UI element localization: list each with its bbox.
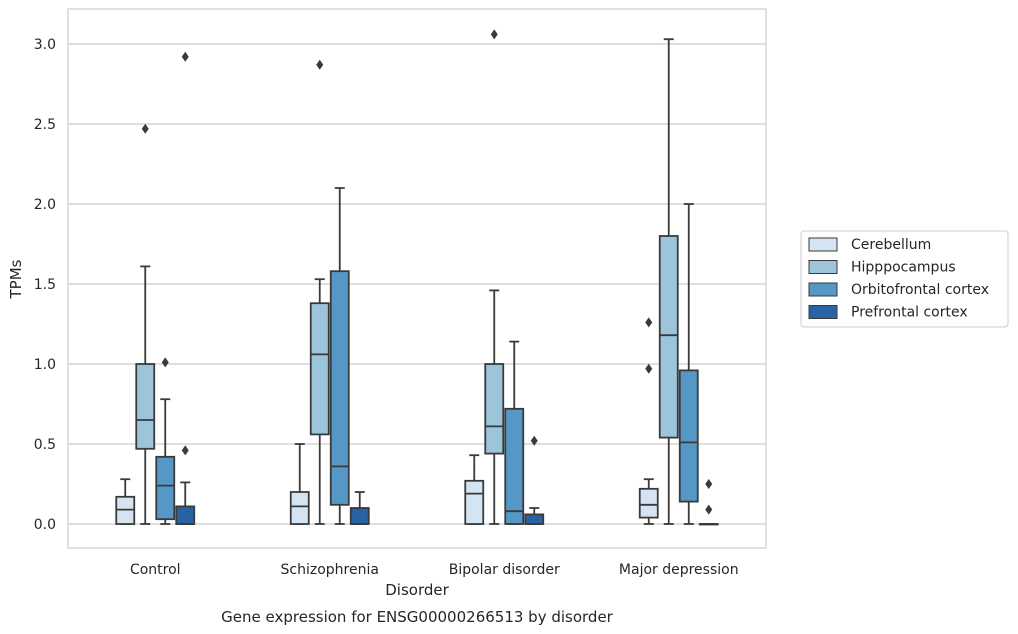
y-tick-label: 1.0 <box>34 357 56 373</box>
box-cerebellum <box>464 454 485 525</box>
box-hipppocampus <box>484 29 505 525</box>
box-orbitofrontal-cortex <box>155 357 176 525</box>
box-cerebellum <box>638 317 659 525</box>
flier-point <box>181 51 189 62</box>
box-body <box>349 507 370 525</box>
plot-frame <box>67 8 767 549</box>
box-cerebellum <box>289 443 310 525</box>
y-axis-label: TPMs <box>7 259 25 299</box>
box-orbitofrontal-cortex <box>329 187 350 525</box>
flier-point <box>530 435 538 446</box>
legend-label: Prefrontal cortex <box>851 305 968 321</box>
box-prefrontal-cortex <box>349 491 370 525</box>
box-prefrontal-cortex <box>175 51 196 525</box>
y-tick-label: 3.0 <box>34 37 56 53</box>
x-tick-label: Schizophrenia <box>281 562 379 578</box>
flier-point <box>705 504 713 515</box>
box-body <box>504 407 525 525</box>
box-body <box>484 363 505 455</box>
box-body <box>289 491 310 525</box>
box-cerebellum <box>115 478 136 525</box>
legend-swatch <box>808 260 838 274</box>
flier-point <box>161 357 169 368</box>
x-tick-label: Major depression <box>619 562 739 578</box>
flier-point <box>645 317 653 328</box>
chart-caption: Gene expression for ENSG00000266513 by d… <box>221 608 614 626</box>
box-body <box>135 363 156 450</box>
box-body <box>464 479 485 525</box>
box-body <box>309 302 330 436</box>
box-prefrontal-cortex <box>524 435 545 525</box>
y-tick-label: 2.0 <box>34 197 56 213</box>
box-body <box>175 505 196 525</box>
box-body <box>329 270 350 506</box>
x-tick-label: Control <box>130 562 181 578</box>
flier-point <box>141 123 149 134</box>
flier-point <box>490 29 498 40</box>
box-prefrontal-cortex <box>698 479 719 526</box>
box-body <box>658 235 679 439</box>
x-tick-label: Bipolar disorder <box>449 562 560 578</box>
flier-point <box>645 363 653 374</box>
box-orbitofrontal-cortex <box>504 340 525 525</box>
box-hipppocampus <box>135 123 156 525</box>
legend-label: Cerebellum <box>851 237 931 253</box>
legend-swatch <box>808 305 838 319</box>
legend-swatch <box>808 237 838 252</box>
legend: Cerebellum Hipppocampus Orbitofrontal cort… <box>800 230 1009 328</box>
box-body <box>678 369 699 503</box>
y-tick-label: 0.5 <box>34 437 56 453</box>
y-tick-label: 0.0 <box>34 517 56 533</box>
flier-point <box>181 445 189 456</box>
box-orbitofrontal-cortex <box>678 203 699 525</box>
flier-point <box>316 59 324 70</box>
y-tick-label: 1.5 <box>34 277 56 293</box>
box-body <box>524 513 545 525</box>
x-axis-label: Disorder <box>385 581 449 599</box>
box-hipppocampus <box>658 38 679 525</box>
box-body <box>638 487 659 519</box>
box-body <box>155 455 176 521</box>
box-hipppocampus <box>309 59 330 525</box>
legend-swatch <box>808 282 838 297</box>
legend-label: Hipppocampus <box>851 260 956 276</box>
legend-frame <box>800 230 1009 328</box>
flier-point <box>705 479 713 489</box>
y-tick-label: 2.5 <box>34 117 56 133</box>
legend-label: Orbitofrontal cortex <box>851 282 989 298</box>
